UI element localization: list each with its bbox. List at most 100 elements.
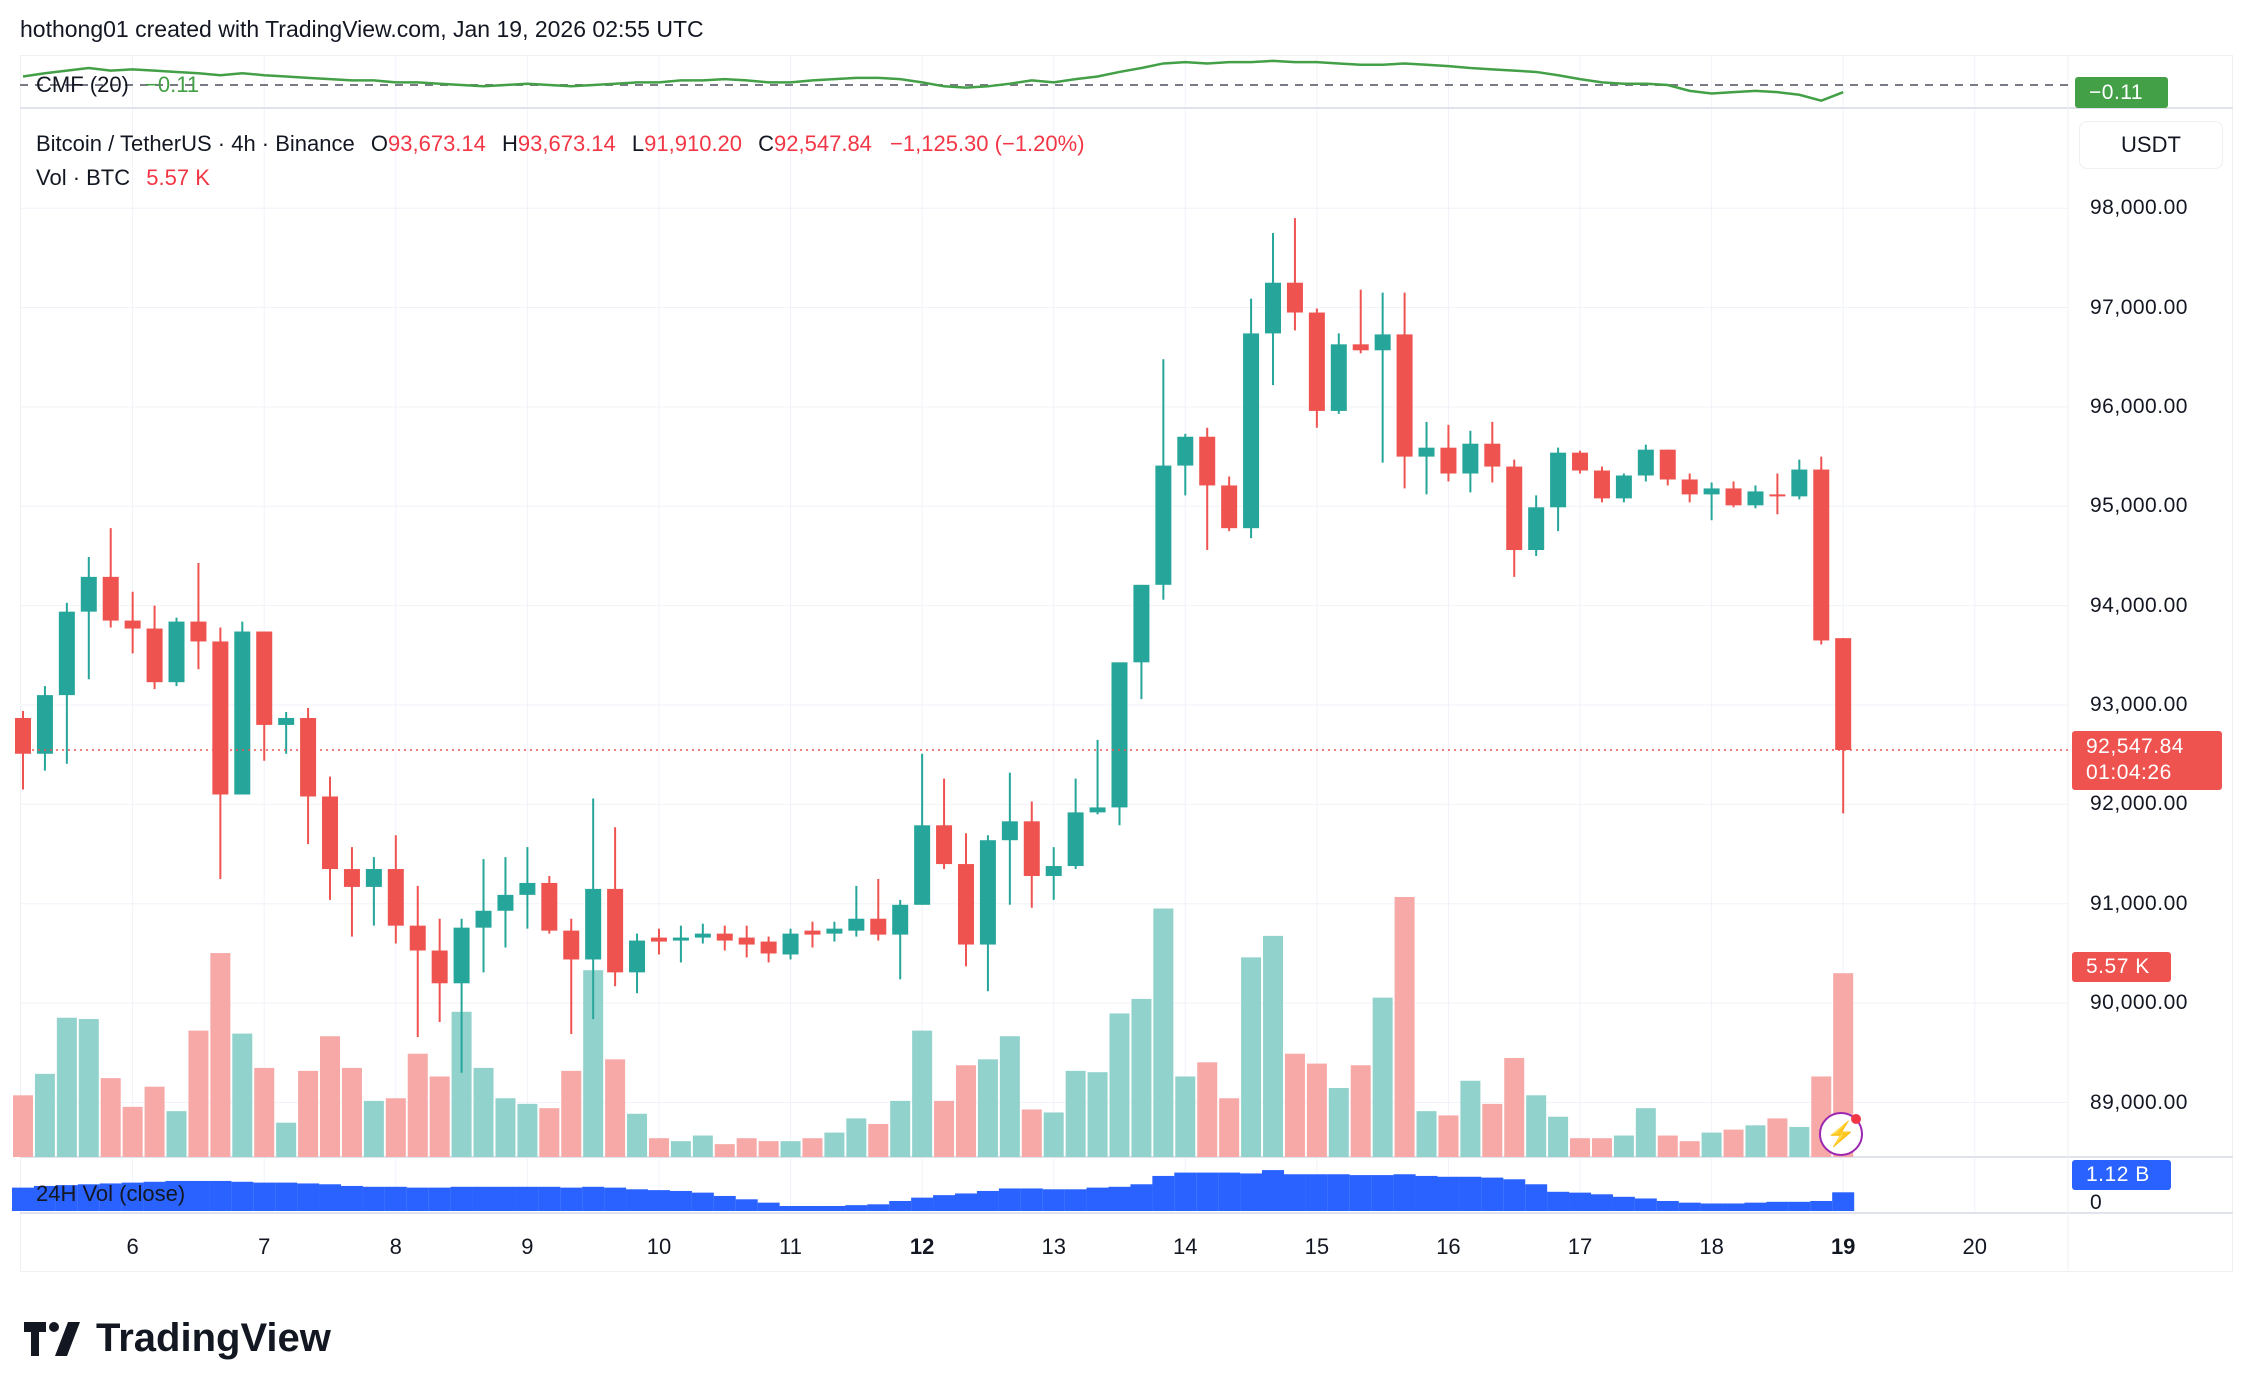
candle[interactable] (650, 928, 667, 955)
vol24-bar (1569, 1192, 1592, 1211)
candle[interactable] (343, 847, 360, 937)
candle[interactable] (1747, 485, 1764, 509)
candle[interactable] (1593, 466, 1610, 503)
candle[interactable] (716, 925, 733, 951)
candle[interactable] (1615, 473, 1632, 503)
candle[interactable] (234, 621, 251, 795)
candle[interactable] (168, 617, 185, 687)
candle[interactable] (409, 885, 426, 1037)
candle[interactable] (1265, 233, 1282, 386)
candle[interactable] (585, 798, 602, 1020)
candle[interactable] (1572, 450, 1589, 474)
candle[interactable] (1681, 473, 1698, 503)
candle[interactable] (1637, 444, 1654, 482)
volume-bar (955, 1065, 976, 1157)
cmf-legend[interactable]: CMF (20) −0.11 (36, 72, 199, 98)
candle[interactable] (497, 857, 514, 948)
time-tick-label: 12 (909, 1234, 935, 1259)
candle[interactable] (848, 885, 865, 937)
candle[interactable] (1089, 739, 1106, 815)
candle[interactable] (365, 857, 382, 926)
candle[interactable] (1835, 638, 1852, 814)
candle[interactable] (387, 835, 404, 944)
candle[interactable] (892, 899, 909, 980)
candle[interactable] (102, 528, 119, 628)
candle[interactable] (1396, 292, 1413, 489)
candle[interactable] (870, 878, 887, 941)
candle[interactable] (1791, 459, 1808, 500)
candle[interactable] (58, 602, 75, 764)
candle[interactable] (1177, 433, 1194, 496)
candle[interactable] (80, 556, 97, 680)
currency-button[interactable]: USDT (2079, 121, 2223, 169)
candle[interactable] (738, 925, 755, 958)
candle[interactable] (190, 562, 207, 670)
candle[interactable] (1703, 482, 1720, 521)
candle[interactable] (979, 835, 996, 992)
tradingview-logo[interactable]: TradingView (24, 1316, 331, 1361)
candle[interactable] (1221, 476, 1238, 532)
candle[interactable] (1155, 359, 1172, 600)
vol24-bar (867, 1204, 890, 1211)
candle[interactable] (1023, 801, 1040, 908)
volume-legend[interactable]: Vol · BTC 5.57 K (36, 165, 210, 191)
candle[interactable] (1725, 481, 1742, 508)
candle[interactable] (607, 827, 624, 987)
candle[interactable] (300, 708, 317, 845)
candle[interactable] (672, 925, 689, 963)
candle[interactable] (146, 605, 163, 690)
candle[interactable] (760, 936, 777, 963)
candle[interactable] (936, 778, 953, 870)
candle[interactable] (1001, 772, 1018, 905)
candle[interactable] (278, 712, 295, 754)
candle[interactable] (782, 928, 799, 960)
candle[interactable] (563, 918, 580, 1034)
candle[interactable] (1308, 308, 1325, 428)
cmf-value: −0.11 (145, 72, 200, 97)
candle[interactable] (804, 921, 821, 948)
candle[interactable] (1659, 449, 1676, 486)
candle[interactable] (431, 918, 448, 1023)
candle[interactable] (914, 753, 931, 905)
candle[interactable] (694, 923, 711, 944)
candle[interactable] (519, 847, 536, 929)
candle[interactable] (1286, 218, 1303, 331)
candle[interactable] (1440, 424, 1457, 482)
candle[interactable] (629, 933, 646, 994)
candle[interactable] (1133, 584, 1150, 700)
candle[interactable] (1045, 847, 1062, 900)
candle[interactable] (1506, 459, 1523, 577)
candle[interactable] (1111, 662, 1128, 826)
candle[interactable] (1418, 421, 1435, 495)
candle[interactable] (124, 591, 141, 654)
candle[interactable] (15, 711, 31, 790)
candle[interactable] (453, 918, 470, 1073)
candle-body (1089, 807, 1106, 813)
candle[interactable] (1199, 427, 1216, 551)
candle[interactable] (322, 776, 339, 900)
candle[interactable] (1528, 495, 1545, 556)
candle[interactable] (256, 631, 273, 761)
vol24-legend[interactable]: 24H Vol (close) (36, 1181, 186, 1206)
candle[interactable] (1484, 421, 1501, 483)
candle[interactable] (36, 686, 53, 771)
candle[interactable] (541, 875, 558, 934)
candle[interactable] (1352, 289, 1369, 354)
volume-bar (1482, 1103, 1503, 1157)
candle[interactable] (957, 833, 974, 967)
candle[interactable] (1462, 430, 1479, 493)
lightning-alert-icon[interactable]: ⚡ (1819, 1112, 1863, 1156)
candle[interactable] (212, 627, 229, 879)
candle[interactable] (475, 859, 492, 973)
candle[interactable] (1550, 447, 1567, 532)
candle[interactable] (1067, 778, 1084, 870)
symbol-legend[interactable]: Bitcoin / TetherUS · 4h · Binance O93,67… (36, 131, 1085, 157)
candle[interactable] (1330, 333, 1347, 414)
candle[interactable] (1243, 298, 1260, 539)
candle[interactable] (1374, 292, 1391, 463)
candle[interactable] (1769, 473, 1786, 515)
volume-bar (1767, 1118, 1788, 1157)
candle[interactable] (1813, 456, 1830, 645)
candle[interactable] (826, 921, 843, 942)
